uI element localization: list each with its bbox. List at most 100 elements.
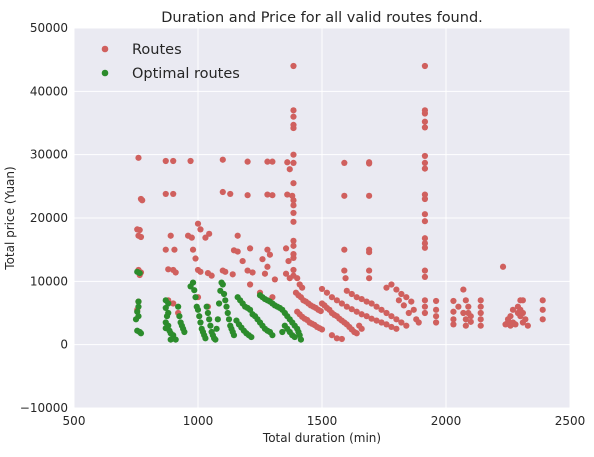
y-tick-label: 50000: [30, 21, 68, 35]
data-point: [388, 323, 395, 331]
data-point: [333, 335, 340, 342]
gridlines: [73, 27, 571, 409]
data-point: [421, 218, 429, 225]
data-point: [167, 232, 174, 239]
data-point: [246, 281, 254, 288]
data-point: [170, 190, 177, 198]
data-point: [290, 107, 297, 114]
data-point: [323, 289, 331, 296]
data-point: [363, 313, 370, 320]
data-point: [421, 110, 429, 117]
data-point: [333, 297, 340, 304]
data-point: [378, 306, 385, 313]
data-point: [421, 235, 429, 242]
data-point: [378, 319, 385, 326]
data-point: [202, 234, 209, 241]
data-point: [248, 333, 255, 341]
data-point: [290, 209, 297, 217]
data-point: [290, 113, 297, 120]
data-point: [135, 298, 142, 305]
data-point: [189, 246, 197, 253]
legend: Routes Optimal routes: [101, 42, 240, 82]
data-point: [432, 306, 440, 313]
data-point: [341, 246, 348, 253]
data-point: [338, 335, 345, 343]
data-point: [269, 192, 276, 199]
data-point: [264, 246, 271, 253]
data-point: [284, 191, 291, 198]
data-point: [522, 316, 529, 323]
data-point: [170, 300, 177, 307]
data-point: [460, 309, 467, 317]
data-point: [403, 322, 410, 329]
data-point: [421, 303, 429, 310]
data-point: [421, 211, 429, 218]
data-point: [192, 294, 199, 301]
y-tick-label: 30000: [30, 148, 68, 162]
data-point: [162, 157, 169, 165]
data-point: [342, 275, 349, 282]
legend-marker: [101, 45, 109, 53]
data-point: [328, 294, 336, 301]
data-point: [383, 309, 390, 317]
data-point: [176, 313, 183, 320]
data-point: [207, 322, 214, 329]
data-point: [290, 62, 297, 70]
legend-marker: [101, 69, 109, 77]
chart-title: Duration and Price for all valid routes …: [161, 10, 483, 26]
data-point: [197, 319, 204, 326]
data-point: [373, 317, 380, 324]
data-point: [214, 316, 221, 323]
data-point: [421, 165, 429, 172]
data-point: [455, 303, 462, 310]
data-point: [234, 248, 241, 255]
data-point: [219, 156, 226, 163]
data-point: [204, 309, 212, 317]
data-point: [269, 158, 276, 165]
data-point: [297, 336, 305, 343]
data-point: [137, 330, 145, 337]
data-point: [460, 286, 467, 293]
data-point: [358, 295, 365, 303]
data-point: [223, 303, 230, 310]
data-point: [432, 297, 440, 305]
y-tick-label: 0: [60, 338, 68, 352]
data-point: [290, 180, 297, 187]
data-point: [135, 154, 142, 161]
data-point: [290, 254, 297, 261]
data-point: [395, 297, 402, 304]
data-point: [368, 315, 375, 322]
data-point: [368, 300, 375, 307]
data-point: [165, 266, 172, 273]
x-tick-label: 1500: [307, 414, 338, 428]
data-point: [230, 332, 238, 339]
legend-label: Routes: [132, 42, 182, 58]
data-point: [291, 333, 298, 341]
data-point: [462, 297, 469, 304]
data-point: [194, 220, 202, 227]
data-point: [181, 328, 188, 336]
data-point: [244, 192, 251, 199]
data-point: [187, 157, 194, 165]
data-point: [408, 298, 415, 305]
data-point: [132, 316, 140, 323]
x-tick-label: 2500: [555, 414, 586, 428]
data-point: [421, 191, 429, 198]
data-point: [477, 303, 484, 310]
data-point: [539, 306, 546, 313]
data-point: [197, 226, 204, 233]
data-point: [219, 281, 226, 288]
data-point: [421, 195, 429, 203]
data-point: [206, 316, 213, 323]
data-point: [172, 336, 179, 343]
data-point: [539, 316, 546, 323]
data-point: [222, 268, 229, 275]
data-point: [477, 297, 484, 304]
data-point: [421, 118, 429, 125]
data-point: [171, 246, 178, 253]
data-point: [366, 160, 373, 167]
data-point: [519, 297, 526, 304]
data-point: [188, 234, 195, 241]
data-point: [338, 300, 345, 307]
